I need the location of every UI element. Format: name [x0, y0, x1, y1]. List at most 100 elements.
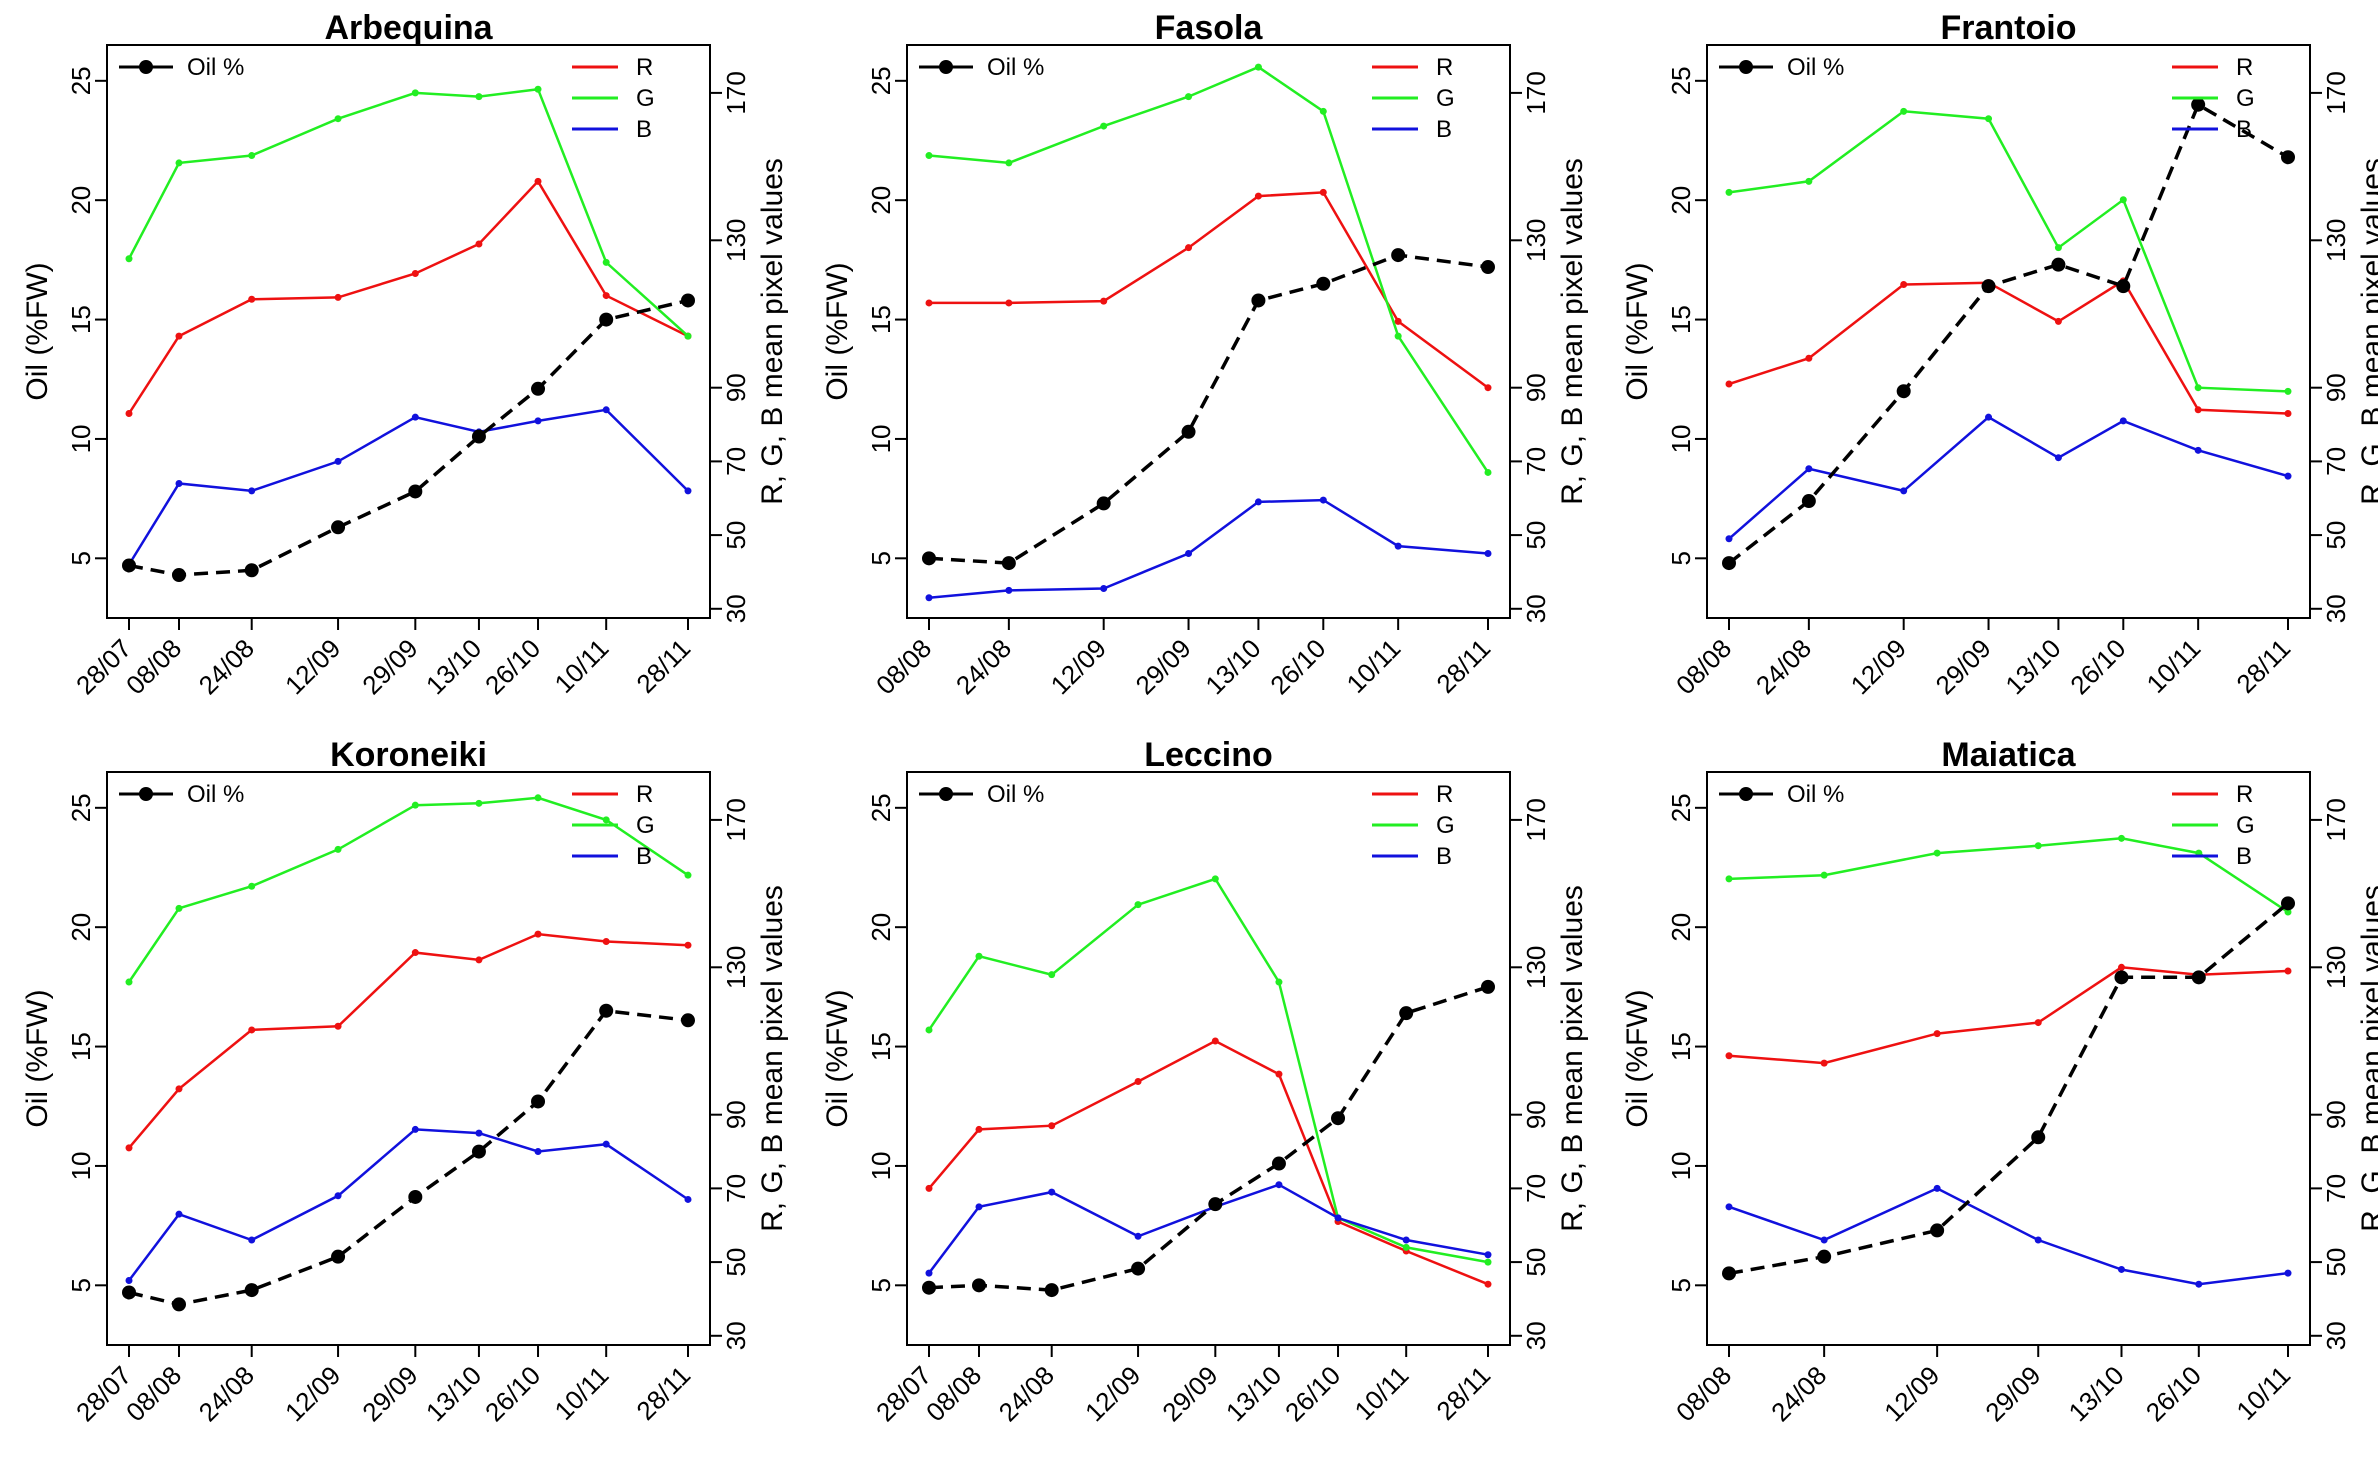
left-tick-label: 5: [66, 551, 96, 565]
series-line-b: [928, 498, 1489, 599]
right-tick-label: 130: [1521, 946, 1551, 989]
data-point-b: [1100, 585, 1108, 593]
data-point-b: [411, 1125, 419, 1133]
x-tick-label: 13/10: [2063, 1360, 2130, 1427]
left-tick-label: 20: [1666, 913, 1696, 942]
data-point-b: [1805, 465, 1813, 473]
series-line-oil: [1728, 901, 2290, 1276]
legend-oil-marker: [139, 787, 153, 801]
x-tick-label: 28/11: [1430, 633, 1496, 699]
right-tick-label: 170: [2321, 798, 2351, 841]
legend-oil-marker: [1739, 787, 1753, 801]
data-point-r: [1725, 380, 1733, 388]
data-point-r: [2284, 967, 2292, 975]
plot-frame: [1706, 771, 2311, 1346]
data-point-g: [1725, 875, 1733, 883]
data-point-b: [334, 1192, 342, 1200]
plot-frame: [106, 771, 711, 1346]
data-point-g: [1820, 871, 1828, 879]
legend-g-label: G: [636, 85, 655, 112]
data-point-r: [1134, 1078, 1142, 1086]
data-point-g: [1484, 1258, 1492, 1266]
data-point-oil: [531, 1094, 546, 1109]
data-point-g: [248, 882, 256, 890]
x-tick-label: 29/09: [1979, 1360, 2046, 1427]
data-point-oil: [408, 1189, 423, 1204]
chart-title: Koroneiki: [330, 736, 487, 774]
data-point-g: [602, 816, 610, 824]
series-line-r: [929, 191, 1489, 389]
panel-maiatica: Maiatica 5 10 15 20 25 30 50 70 90 130 170 08/08 24/0…: [1621, 736, 2378, 1427]
right-tick-label: 130: [2321, 946, 2351, 989]
series-line-g: [1728, 837, 2289, 914]
x-tick-label: 10/11: [2230, 1360, 2296, 1426]
data-point-g: [1275, 978, 1283, 986]
right-tick-label: 30: [1521, 594, 1551, 623]
data-point-b: [534, 1148, 542, 1156]
x-tick-label: 28/07: [870, 1360, 937, 1427]
data-point-oil: [922, 551, 936, 566]
data-point-b: [125, 1277, 133, 1285]
legend-r-label: R: [1436, 781, 1453, 808]
x-tick-label: 29/09: [1156, 1360, 1223, 1427]
data-point-r: [2117, 963, 2125, 971]
right-tick-label: 50: [1521, 521, 1551, 550]
data-point-r: [602, 938, 610, 946]
data-point-b: [175, 480, 183, 488]
legend-b-label: B: [636, 116, 652, 143]
data-point-oil: [2191, 97, 2206, 112]
data-point-oil: [681, 1013, 695, 1028]
data-point-g: [1484, 468, 1492, 476]
left-tick-label: 25: [1666, 793, 1696, 822]
right-tick-label: 50: [721, 521, 751, 550]
x-tick-label: 12/09: [1079, 1360, 1146, 1427]
data-point-g: [411, 801, 419, 809]
data-point-g: [1211, 875, 1219, 883]
right-tick-label: 50: [2321, 521, 2351, 550]
left-tick-label: 25: [66, 66, 96, 95]
data-point-oil: [599, 1003, 614, 1018]
data-point-b: [175, 1210, 183, 1218]
data-point-b: [975, 1203, 983, 1211]
x-tick-label: 26/10: [479, 633, 546, 700]
left-tick-label: 10: [66, 1151, 96, 1180]
right-tick-label: 70: [721, 1174, 751, 1203]
data-point-b: [475, 1129, 483, 1137]
data-point-r: [534, 930, 542, 938]
x-tick-label: 24/08: [193, 633, 260, 700]
data-point-r: [975, 1125, 983, 1133]
right-tick-label: 170: [2321, 71, 2351, 114]
x-tick-label: 10/11: [1341, 633, 1407, 699]
data-point-g: [1805, 177, 1813, 185]
data-point-b: [334, 457, 342, 465]
left-tick-label: 15: [1666, 1032, 1696, 1061]
right-tick-label: 90: [1521, 373, 1551, 402]
data-point-r: [1319, 188, 1327, 196]
legend-oil-label: Oil %: [1787, 54, 1844, 81]
legend-g-label: G: [1436, 812, 1455, 839]
data-point-b: [2194, 446, 2202, 454]
series-line-b: [128, 1128, 689, 1282]
data-point-r: [1933, 1030, 1941, 1038]
data-point-b: [1005, 586, 1013, 594]
data-point-r: [1394, 317, 1402, 325]
right-tick-label: 50: [721, 1248, 751, 1277]
data-point-b: [1134, 1232, 1142, 1240]
left-tick-label: 25: [866, 66, 896, 95]
data-point-g: [1048, 971, 1056, 979]
data-point-g: [1394, 332, 1402, 340]
data-point-g: [534, 85, 542, 93]
data-point-g: [475, 93, 483, 101]
data-point-g: [475, 799, 483, 807]
x-tick-label: 28/11: [630, 1360, 696, 1426]
right-axis-label: R, G, B mean pixel values: [756, 158, 789, 505]
data-point-b: [2119, 417, 2127, 425]
x-tick-label: 08/08: [120, 633, 187, 700]
x-tick-label: 24/08: [1750, 633, 1817, 700]
left-tick-label: 20: [866, 186, 896, 215]
data-point-b: [1254, 498, 1262, 506]
series-line-b: [1728, 1187, 2289, 1286]
data-point-g: [975, 952, 983, 960]
series-line-g: [928, 65, 1490, 474]
x-tick-label: 26/10: [1264, 633, 1331, 700]
